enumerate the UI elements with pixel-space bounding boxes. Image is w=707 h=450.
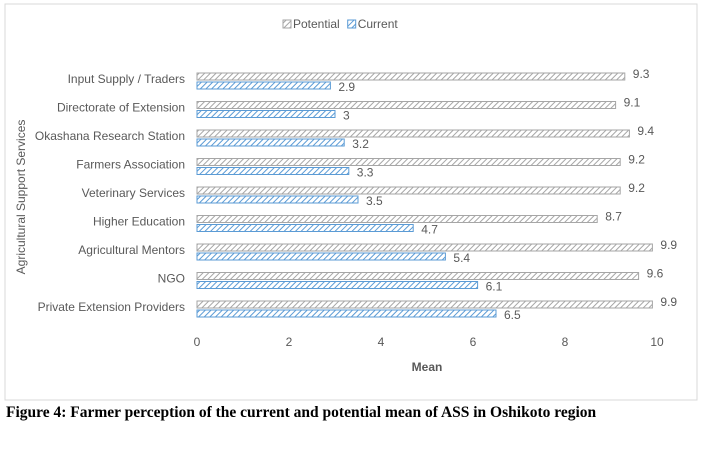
bar (196, 195, 359, 204)
x-tick-label: 2 (286, 335, 293, 349)
data-label: 3.5 (366, 194, 383, 208)
figure-caption: Figure 4: Farmer perception of the curre… (6, 404, 597, 421)
data-label: 9.1 (624, 96, 641, 110)
bar (196, 300, 653, 309)
data-label: 9.9 (660, 238, 677, 252)
bar (196, 158, 621, 166)
x-tick-label: 0 (194, 335, 201, 349)
y-tick-label: Farmers Association (76, 158, 185, 172)
y-tick-label: NGO (158, 272, 185, 286)
y-tick-label: Input Supply / Traders (68, 72, 185, 86)
bar (196, 215, 598, 223)
data-label: 9.6 (647, 267, 664, 281)
x-tick-label: 10 (650, 335, 664, 349)
bar (196, 252, 446, 261)
bar (196, 110, 336, 118)
x-tick-label: 4 (378, 335, 385, 349)
bar (196, 224, 414, 232)
x-tick-label: 8 (562, 335, 569, 349)
data-label: 3 (343, 109, 350, 123)
legend-label: Potential (293, 17, 340, 31)
bar (196, 243, 653, 252)
data-label: 6.5 (504, 308, 521, 322)
y-axis-label: Agricultural Support Services (14, 120, 28, 275)
x-tick-label: 6 (470, 335, 477, 349)
bar (196, 167, 350, 175)
data-label: 9.9 (660, 295, 677, 309)
y-tick-label: Agricultural Mentors (78, 243, 185, 257)
legend-swatch (282, 19, 292, 29)
data-label: 4.7 (421, 223, 438, 237)
data-label: 9.2 (628, 153, 645, 167)
data-label: 9.2 (628, 181, 645, 195)
legend-swatch (347, 19, 357, 29)
y-tick-label: Directorate of Extension (57, 101, 185, 115)
bar (196, 186, 621, 195)
y-tick-label: Private Extension Providers (38, 300, 185, 314)
bar (196, 129, 630, 138)
chart: Mean Agricultural Support Services 0 2 4 6 8… (4, 3, 698, 401)
y-tick-label: Higher Education (93, 215, 185, 229)
legend-label: Current (358, 17, 399, 31)
x-axis-label: Mean (412, 360, 443, 374)
bar (196, 138, 345, 147)
data-label: 3.3 (357, 166, 374, 180)
data-label: 9.3 (633, 67, 650, 81)
data-label: 2.9 (338, 80, 355, 94)
data-label: 5.4 (453, 251, 470, 265)
data-label: 6.1 (486, 280, 503, 294)
data-label: 8.7 (605, 210, 622, 224)
bar (196, 309, 497, 318)
bar (196, 101, 617, 109)
y-tick-label: Okashana Research Station (35, 129, 185, 143)
data-label: 3.2 (352, 137, 369, 151)
data-label: 9.4 (637, 124, 654, 138)
y-tick-label: Veterinary Services (82, 186, 185, 200)
bar (196, 281, 479, 289)
bar (196, 272, 640, 280)
bar (196, 72, 626, 81)
bar (196, 81, 331, 90)
